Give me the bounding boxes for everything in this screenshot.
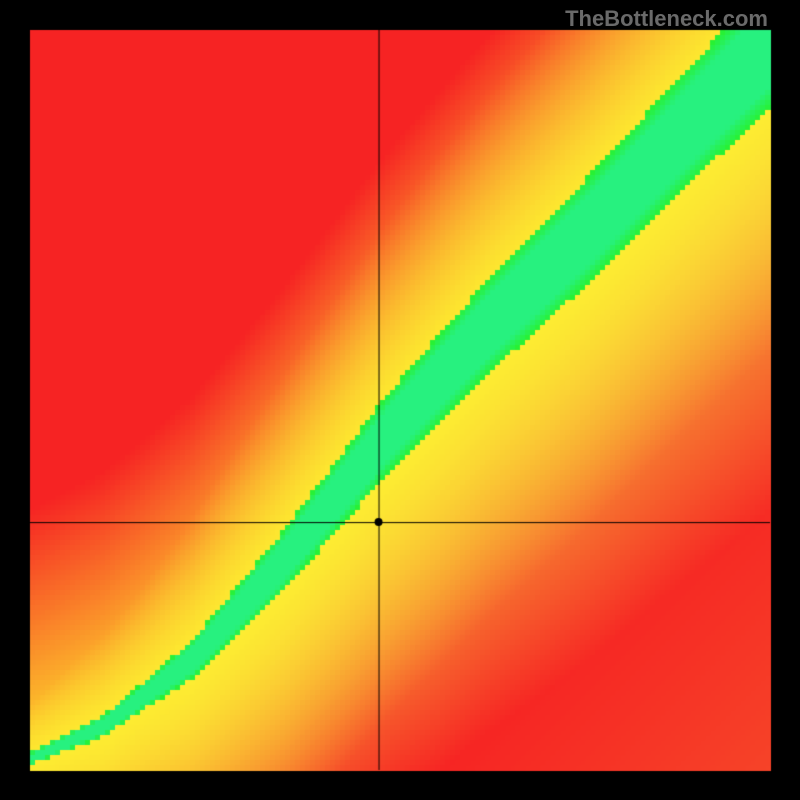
bottleneck-heatmap	[0, 0, 800, 800]
watermark-text: TheBottleneck.com	[565, 6, 768, 32]
